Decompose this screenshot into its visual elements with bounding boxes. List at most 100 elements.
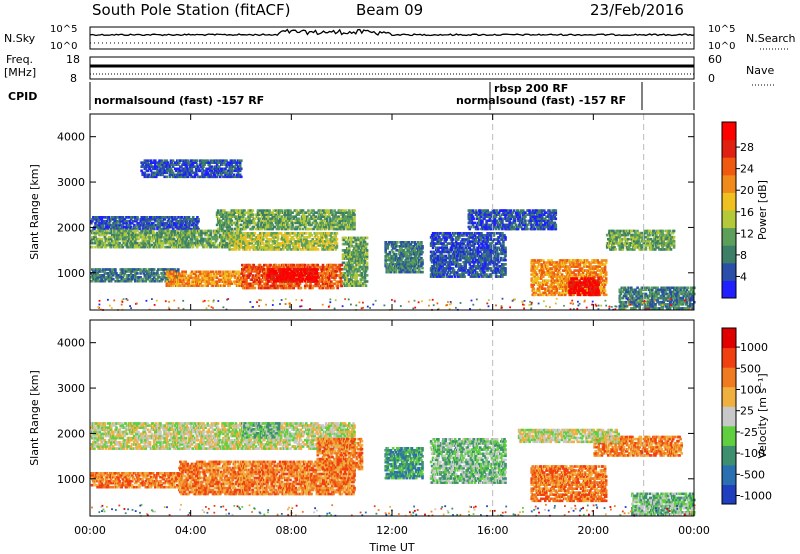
power-cell: [106, 227, 110, 231]
power-cell: [109, 274, 113, 277]
power-cell: [237, 215, 241, 218]
power-cell: [179, 284, 182, 287]
power-cell: [226, 274, 229, 278]
power-cell: [221, 223, 224, 227]
power-cell: [179, 218, 182, 221]
power-cell: [128, 219, 132, 223]
power-cell: [188, 229, 192, 233]
power-cell: [118, 227, 121, 231]
power-cell: [246, 219, 249, 223]
power-cell: [160, 233, 163, 237]
power-cell: [92, 216, 95, 219]
power-cell: [123, 277, 127, 281]
power-cell: [158, 276, 161, 279]
power-cell: [254, 213, 258, 216]
power-cell: [205, 245, 208, 249]
power-cell: [221, 227, 224, 231]
power-cell: [263, 215, 266, 218]
power-cell: [224, 231, 227, 235]
power-cell: [195, 280, 199, 283]
power-cell: [108, 268, 112, 271]
power-cell: [210, 243, 214, 247]
power-cell: [121, 272, 125, 275]
power-cell: [118, 237, 121, 241]
power-cell: [209, 272, 213, 276]
power-cell: [181, 272, 184, 276]
power-cell: [124, 237, 128, 241]
power-cell: [213, 241, 217, 245]
power-cell: [142, 223, 146, 227]
power-cell: [180, 233, 183, 237]
power-cell: [125, 243, 129, 247]
power-cell: [98, 216, 101, 219]
power-cell: [157, 268, 160, 271]
power-cell: [184, 241, 187, 245]
power-cell: [139, 218, 142, 221]
power-cell: [208, 241, 212, 245]
power-cell: [230, 223, 234, 227]
power-cell: [138, 243, 141, 247]
power-cell: [169, 284, 173, 287]
power-cell: [216, 284, 220, 287]
power-cell: [147, 221, 151, 225]
power-cell: [135, 219, 138, 223]
freq-unit: [MHz]: [4, 66, 36, 79]
power-cell: [98, 276, 101, 279]
power-cell: [150, 223, 154, 227]
power-cell: [91, 245, 94, 249]
power-cell: [189, 241, 193, 245]
power-cell: [174, 239, 178, 243]
power-cell: [232, 270, 236, 274]
power-cell: [100, 218, 104, 221]
power-cell: [112, 218, 115, 221]
power-cell: [168, 245, 172, 249]
power-cell: [127, 270, 131, 273]
power-cell: [211, 237, 215, 241]
power-cell: [113, 229, 116, 233]
power-cell: [144, 239, 148, 243]
power-cell: [103, 270, 107, 273]
power-cell: [278, 209, 282, 212]
freq-tick-low: 8: [70, 72, 77, 85]
power-cell: [365, 249, 369, 252]
power-cell: [159, 219, 162, 223]
power-cell: [162, 274, 165, 277]
power-cell: [195, 237, 199, 241]
power-cell: [197, 219, 200, 223]
power-cell: [176, 241, 179, 245]
power-cell: [154, 219, 157, 223]
power-cell: [158, 243, 161, 247]
power-cell: [130, 270, 134, 273]
power-cell: [235, 221, 239, 225]
power-cell: [184, 270, 187, 274]
power-cell: [100, 237, 104, 241]
power-cell: [204, 233, 207, 237]
power-cell: [209, 274, 213, 278]
power-cell: [251, 227, 255, 231]
power-cell: [166, 227, 170, 231]
power-cell: [127, 235, 131, 239]
power-cell: [236, 276, 240, 280]
power-cell: [179, 280, 182, 283]
nsky-line: [89, 28, 695, 37]
power-cell: [105, 229, 109, 233]
power-cell: [156, 227, 159, 231]
power-cell: [274, 219, 278, 223]
power-cell: [270, 221, 273, 225]
power-cell: [365, 236, 369, 240]
power-cell: [154, 243, 157, 247]
power-cell: [156, 225, 159, 229]
power-cell: [122, 274, 126, 277]
power-cell: [233, 274, 237, 278]
power-cell: [137, 276, 140, 279]
power-cell: [127, 216, 131, 219]
power-cell: [161, 277, 164, 281]
power-cell: [234, 217, 238, 221]
power-cell: [191, 245, 195, 249]
power-cell: [144, 268, 148, 271]
power-cell: [156, 219, 159, 223]
power-cell: [156, 223, 159, 227]
power-cell: [169, 239, 173, 243]
power-cell: [223, 239, 226, 243]
